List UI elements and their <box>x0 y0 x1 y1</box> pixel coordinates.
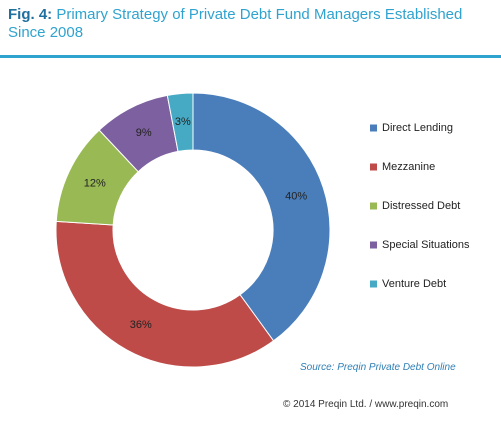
title-rule <box>0 55 501 58</box>
data-label: 40% <box>285 190 307 202</box>
legend-swatch <box>370 124 377 132</box>
legend-swatch <box>370 280 377 288</box>
legend-label: Distressed Debt <box>382 200 460 212</box>
copyright: © 2014 Preqin Ltd. / www.preqin.com <box>283 399 449 410</box>
slice <box>192 92 331 342</box>
legend-label: Mezzanine <box>382 161 435 173</box>
chart-title: Primary Strategy of Private Debt Fund Ma… <box>8 6 463 41</box>
title: Fig. 4: Primary Strategy of Private Debt… <box>8 6 478 42</box>
data-label: 12% <box>84 178 106 190</box>
data-label: 3% <box>175 116 191 128</box>
fig-label: Fig. 4: <box>8 6 53 23</box>
slice <box>55 220 275 368</box>
source: Source: Preqin Private Debt Online <box>300 362 456 373</box>
legend-label: Direct Lending <box>382 122 453 134</box>
data-label: 36% <box>130 319 152 331</box>
slice <box>166 92 194 153</box>
legend-label: Special Situations <box>382 239 470 251</box>
legend-swatch <box>370 202 377 210</box>
legend-swatch <box>370 163 377 171</box>
data-label: 9% <box>136 127 152 139</box>
legend-label: Venture Debt <box>382 278 446 290</box>
legend-swatch <box>370 241 377 249</box>
